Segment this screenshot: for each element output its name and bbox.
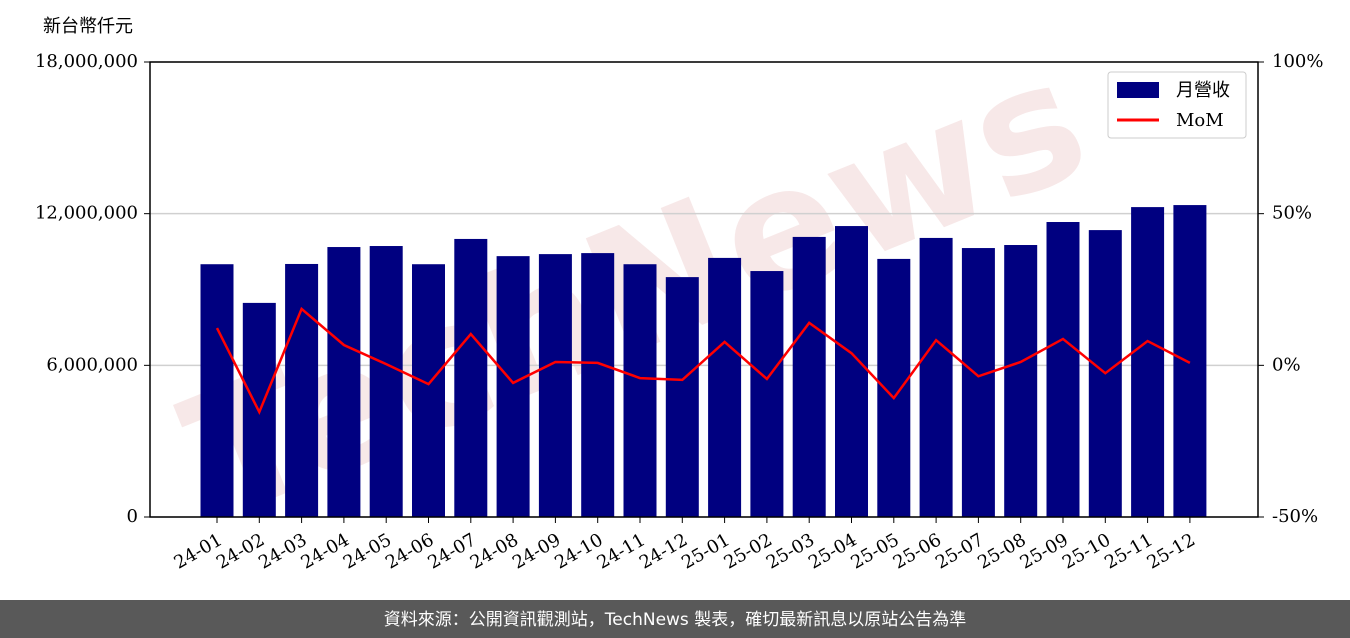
y-tick-label: 18,000,000 [35,51,138,72]
bar [285,263,319,517]
bar [919,237,953,517]
bar [538,254,572,517]
bar [412,264,445,517]
x-tick-label: 25-12 [1143,529,1198,573]
legend-swatch [1117,82,1159,98]
bar [327,247,361,518]
bar [1131,207,1165,517]
bar [1046,222,1080,517]
bar [750,271,784,517]
bar [1173,205,1207,518]
y2-tick-label: 0% [1272,354,1301,375]
legend-label: MoM [1176,110,1224,131]
mom-line [215,306,1191,416]
bar [623,264,657,517]
y-tick-label: 0 [127,506,138,527]
footer-bar [0,600,1350,638]
bar [369,246,403,517]
bar [792,236,826,517]
bar [1004,245,1038,517]
bar [835,226,868,517]
bar [961,248,995,518]
bar [665,277,699,517]
y-tick-label: 6,000,000 [46,354,138,375]
y-axis-label: 新台幣仟元 [43,16,133,37]
bar [581,253,615,517]
y2-tick-label: 50% [1272,203,1312,224]
footer-text: 資料來源：公開資訊觀測站，TechNews 製表，確切最新訊息以原站公告為準 [384,610,966,630]
bar [454,238,488,517]
legend-label: 月營收 [1176,80,1230,101]
y-tick-label: 12,000,000 [35,203,138,224]
bar [708,257,742,517]
y2-tick-label: -50% [1272,506,1318,527]
y2-tick-label: 100% [1272,51,1323,72]
bar [200,264,234,517]
bar [877,258,911,517]
plot-frame [149,61,1259,518]
bar [496,256,530,517]
